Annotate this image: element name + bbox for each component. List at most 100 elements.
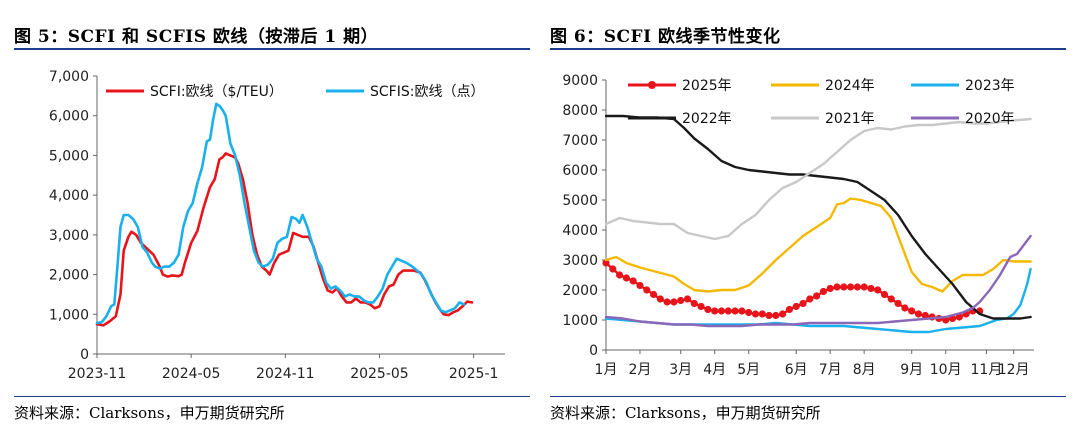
x-tick-label: 2025-1 xyxy=(449,366,499,382)
x-tick-label: 3月 xyxy=(669,362,692,378)
series-line-2024-1 xyxy=(604,197,1032,293)
series-point-0 xyxy=(772,311,780,320)
x-tick-label: 1月 xyxy=(595,362,618,378)
y-tick-label: 7,000 xyxy=(49,69,89,85)
series-point-0 xyxy=(880,290,889,299)
series-point-0 xyxy=(914,310,923,318)
y-tick-label: 3000 xyxy=(562,253,598,269)
series-line-2022-3 xyxy=(604,114,1032,320)
series-point-0 xyxy=(745,308,753,317)
series-point-0 xyxy=(602,259,610,267)
x-tick-label: 12月 xyxy=(998,362,1030,378)
figure-6-bottom-rule xyxy=(550,396,1066,397)
series-line-2021-4 xyxy=(604,117,1032,241)
series-point-0 xyxy=(697,302,705,311)
x-tick-label: 4月 xyxy=(703,362,726,378)
legend-label-1: 2024年 xyxy=(825,78,875,94)
series-point-0 xyxy=(921,311,929,320)
series-point-0 xyxy=(704,305,712,314)
y-tick-label: 3,000 xyxy=(49,228,89,244)
series-point-0 xyxy=(894,299,902,308)
legend-label-4: 2021年 xyxy=(825,111,875,127)
series-point-0 xyxy=(779,310,787,318)
series-point-0 xyxy=(785,305,793,314)
y-tick-label: 9000 xyxy=(562,73,598,89)
figure-5-top-rule xyxy=(14,48,530,50)
series-line-2020-5 xyxy=(604,234,1032,328)
series-point-0 xyxy=(656,295,664,303)
series-point-0 xyxy=(833,283,841,291)
x-tick-label: 5月 xyxy=(737,362,760,378)
y-tick-label: 1,000 xyxy=(49,307,89,323)
series-point-0 xyxy=(663,298,671,306)
series-point-0 xyxy=(847,283,855,291)
legend-label-1: SCFIS:欧线（点） xyxy=(370,84,484,100)
y-tick-label: 2000 xyxy=(562,283,598,299)
figure-6-top-rule xyxy=(550,48,1066,50)
series-point-0 xyxy=(609,265,617,273)
series-point-0 xyxy=(751,310,760,318)
y-tick-label: 2,000 xyxy=(49,268,89,284)
figure-5-bottom-rule xyxy=(14,396,530,397)
scfi-seasonal-chart: 0 1000 2000 3000 4000 5000 6000 7000 8000 9000 1月 2… xyxy=(562,73,1034,378)
series-line-scfi-teu-0 xyxy=(95,152,474,327)
figure-5-source: 资料来源：Clarksons，申万期货研究所 xyxy=(14,404,285,422)
series-point-0 xyxy=(806,295,814,303)
series-point-0 xyxy=(636,281,644,290)
figure-6-source: 资料来源：Clarksons，申万期货研究所 xyxy=(550,404,821,422)
series-point-0 xyxy=(765,311,773,320)
series-point-0 xyxy=(799,299,807,308)
series-point-0 xyxy=(874,286,882,294)
series-point-0 xyxy=(690,299,698,308)
y-tick-label: 4000 xyxy=(562,223,598,239)
y-tick-label: 7000 xyxy=(562,133,598,149)
x-tick-label: 6月 xyxy=(785,362,808,378)
y-tick-label: 0 xyxy=(80,347,89,363)
series-point-0 xyxy=(724,307,732,315)
x-tick-label: 8月 xyxy=(853,362,876,378)
series-point-0 xyxy=(853,283,861,291)
y-tick-label: 4,000 xyxy=(49,188,89,204)
series-point-0 xyxy=(622,274,630,282)
series-point-0 xyxy=(792,302,800,311)
series-point-0 xyxy=(758,310,766,318)
series-point-0 xyxy=(629,277,637,285)
series-point-0 xyxy=(908,307,916,315)
series-point-0 xyxy=(677,296,685,305)
x-tick-label: 2023-11 xyxy=(68,366,127,382)
x-tick-label: 7月 xyxy=(819,362,842,378)
series-line-2025-0 xyxy=(604,261,981,322)
figure-6-title: 图 6：SCFI 欧线季节性变化 xyxy=(550,27,781,47)
series-point-0 xyxy=(711,307,719,315)
series-point-0 xyxy=(819,287,827,296)
series-line-scfis-1 xyxy=(95,102,466,325)
series-point-0 xyxy=(826,284,834,293)
series-point-0 xyxy=(650,290,658,299)
series-point-0 xyxy=(683,295,692,303)
y-tick-label: 1000 xyxy=(562,313,598,329)
legend-label-5: 2020年 xyxy=(965,111,1015,127)
x-tick-label: 10月 xyxy=(930,362,962,378)
scfi-scfis-chart: 0 1,000 2,000 3,000 4,000 5,000 6,000 7,000 2023… xyxy=(49,69,505,382)
series-point-0 xyxy=(738,307,746,315)
series-point-0 xyxy=(731,307,739,315)
figure-5-title: 图 5：SCFI 和 SCFIS 欧线（按滞后 1 期） xyxy=(14,27,379,47)
series-point-0 xyxy=(887,295,895,303)
series-point-0 xyxy=(840,283,848,291)
series-point-0 xyxy=(717,307,726,315)
series-point-0 xyxy=(670,298,678,306)
series-point-0 xyxy=(867,284,875,293)
x-tick-label: 9月 xyxy=(900,362,923,378)
x-tick-label: 2024-05 xyxy=(162,366,221,382)
y-tick-label: 8000 xyxy=(562,103,598,119)
series-point-0 xyxy=(616,271,624,279)
legend-label-3: 2022年 xyxy=(682,111,732,127)
legend-label-0: SCFI:欧线（$/TEU） xyxy=(150,84,283,100)
series-point-0 xyxy=(860,283,868,291)
series-point-0 xyxy=(643,286,651,294)
legend-label-0: 2025年 xyxy=(682,78,732,94)
y-tick-label: 6,000 xyxy=(49,109,89,125)
series-point-0 xyxy=(813,292,821,300)
series-point-0 xyxy=(901,304,909,312)
x-tick-label: 11月 xyxy=(971,362,1003,378)
